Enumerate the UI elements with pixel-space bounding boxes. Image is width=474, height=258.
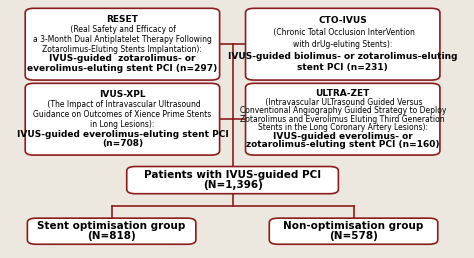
Text: Non-optimisation group: Non-optimisation group	[283, 221, 424, 231]
Text: Zotarolimus-Eluting Stents Implantation):: Zotarolimus-Eluting Stents Implantation)…	[43, 45, 202, 54]
Text: IVUS-guided everolimus- or: IVUS-guided everolimus- or	[273, 132, 412, 141]
Text: IVUS-XPL: IVUS-XPL	[99, 90, 146, 99]
FancyBboxPatch shape	[246, 8, 440, 80]
Text: with drUg-eluting Stents):: with drUg-eluting Stents):	[293, 40, 392, 49]
Text: (The Impact of Intravascular Ultrasound: (The Impact of Intravascular Ultrasound	[45, 100, 201, 109]
FancyBboxPatch shape	[127, 166, 338, 194]
Text: (Chronic Total Occlusion InterVention: (Chronic Total Occlusion InterVention	[271, 28, 415, 37]
Text: zotarolimus-eluting stent PCI (n=160): zotarolimus-eluting stent PCI (n=160)	[246, 140, 439, 149]
Text: (N=818): (N=818)	[87, 231, 136, 241]
Text: Zotarolimus and Everolimus Eluting Third Generation: Zotarolimus and Everolimus Eluting Third…	[240, 115, 445, 124]
Text: Stents in the Long Coronary Artery Lesions):: Stents in the Long Coronary Artery Lesio…	[258, 123, 428, 132]
Text: Stent optimisation group: Stent optimisation group	[37, 221, 186, 231]
Text: Guidance on Outcomes of Xience Prime Stents: Guidance on Outcomes of Xience Prime Ste…	[33, 110, 211, 119]
Text: Conventional Angiography Guided Strategy to Deploy: Conventional Angiography Guided Strategy…	[239, 106, 446, 115]
Text: everolimus-eluting stent PCI (n=297): everolimus-eluting stent PCI (n=297)	[27, 64, 218, 73]
Text: Patients with IVUS-guided PCI: Patients with IVUS-guided PCI	[144, 170, 321, 180]
Text: IVUS-guided biolimus- or zotarolimus-eluting: IVUS-guided biolimus- or zotarolimus-elu…	[228, 52, 457, 61]
Text: ULTRA-ZET: ULTRA-ZET	[316, 89, 370, 98]
Text: RESET: RESET	[107, 15, 138, 24]
FancyBboxPatch shape	[246, 83, 440, 155]
Text: (N=578): (N=578)	[329, 231, 378, 241]
Text: stent PCI (n=231): stent PCI (n=231)	[297, 63, 388, 72]
Text: a 3-Month Dual Antiplatelet Therapy Following: a 3-Month Dual Antiplatelet Therapy Foll…	[33, 35, 212, 44]
FancyBboxPatch shape	[25, 83, 219, 155]
Text: (Intravascular ULTrasound Guided Versus: (Intravascular ULTrasound Guided Versus	[263, 98, 422, 107]
Text: (n=708): (n=708)	[102, 139, 143, 148]
FancyBboxPatch shape	[25, 8, 219, 80]
Text: (N=1,396): (N=1,396)	[202, 180, 263, 190]
Text: (Real Safety and Efficacy of: (Real Safety and Efficacy of	[68, 25, 176, 34]
Text: CTO-IVUS: CTO-IVUS	[319, 16, 367, 25]
FancyBboxPatch shape	[269, 218, 438, 244]
Text: IVUS-guided  zotarolimus- or: IVUS-guided zotarolimus- or	[49, 54, 196, 63]
Text: in Long Lesions):: in Long Lesions):	[90, 120, 155, 129]
FancyBboxPatch shape	[27, 218, 196, 244]
Text: IVUS-guided everolimus-eluting stent PCI: IVUS-guided everolimus-eluting stent PCI	[17, 130, 228, 139]
